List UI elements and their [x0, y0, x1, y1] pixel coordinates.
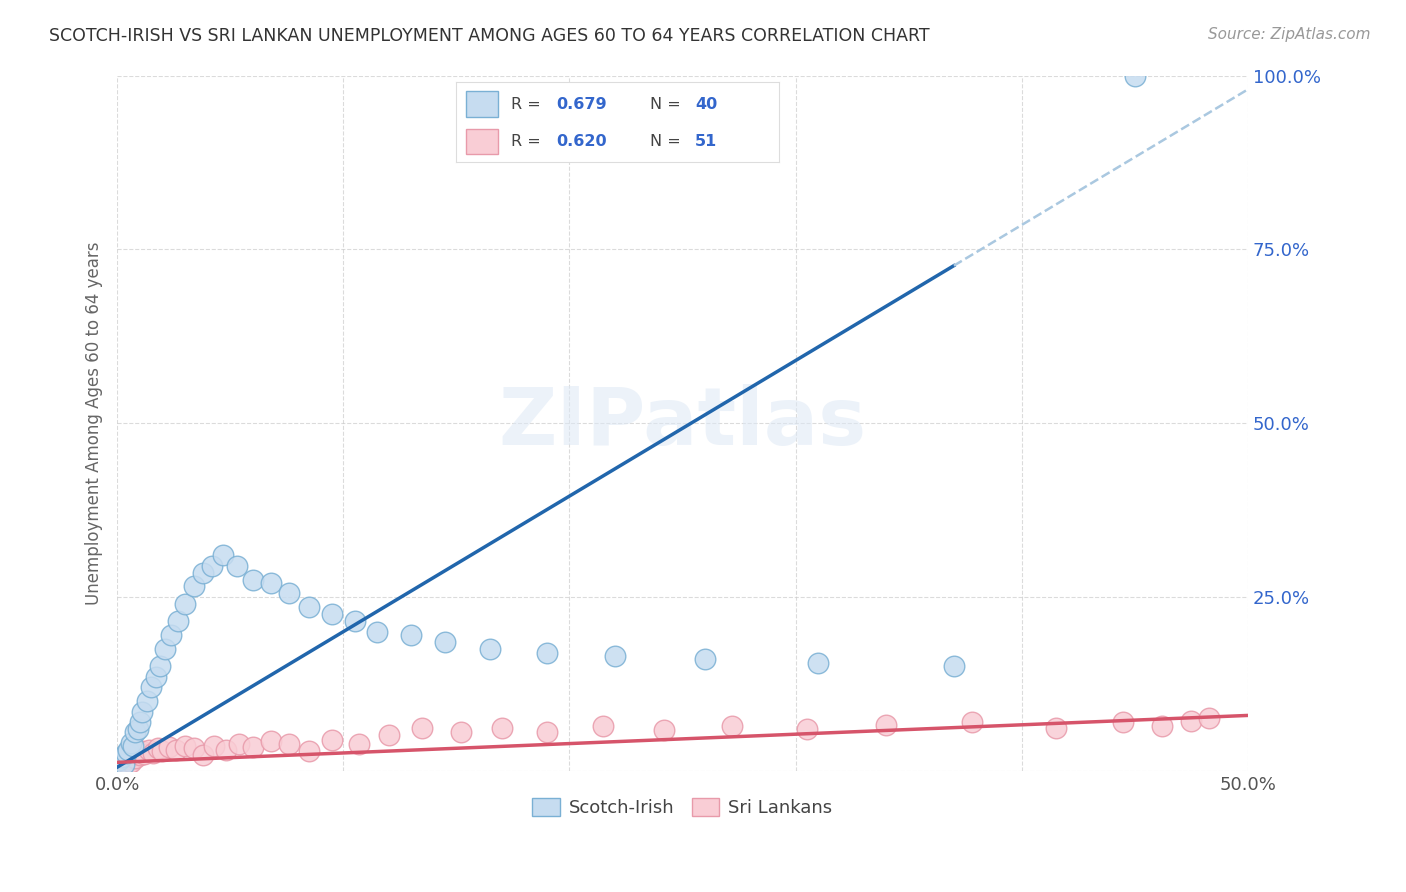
Text: SCOTCH-IRISH VS SRI LANKAN UNEMPLOYMENT AMONG AGES 60 TO 64 YEARS CORRELATION CH: SCOTCH-IRISH VS SRI LANKAN UNEMPLOYMENT …: [49, 27, 929, 45]
Point: [1150, 719, 1173, 733]
Point: [343, 614, 366, 628]
Point: [152, 744, 174, 758]
Point: [479, 642, 502, 657]
Point: [215, 743, 238, 757]
Point: [108, 758, 131, 772]
Point: [157, 740, 180, 755]
Point: [298, 600, 321, 615]
Point: [603, 648, 626, 663]
Point: [242, 573, 264, 587]
Point: [278, 737, 301, 751]
Point: [226, 558, 249, 573]
Point: [347, 737, 370, 751]
Point: [139, 680, 162, 694]
Point: [960, 714, 983, 729]
Point: [796, 722, 818, 736]
Point: [260, 734, 283, 748]
Point: [228, 737, 250, 751]
Point: [124, 751, 146, 765]
Point: [434, 635, 457, 649]
Point: [149, 659, 172, 673]
Point: [204, 739, 226, 753]
Point: [450, 724, 472, 739]
Point: [146, 741, 169, 756]
Point: [298, 744, 321, 758]
Point: [167, 614, 190, 628]
Point: [366, 624, 388, 639]
Point: [115, 749, 138, 764]
Point: [536, 724, 558, 739]
Point: [153, 642, 176, 657]
Point: [138, 743, 160, 757]
Point: [115, 756, 138, 770]
Point: [117, 752, 139, 766]
Point: [115, 747, 138, 761]
Point: [875, 718, 897, 732]
Point: [536, 646, 558, 660]
Point: [242, 740, 264, 755]
Point: [201, 558, 224, 573]
Point: [1045, 721, 1067, 735]
Point: [191, 748, 214, 763]
Point: [321, 607, 343, 622]
Point: [127, 746, 149, 760]
Text: Source: ZipAtlas.com: Source: ZipAtlas.com: [1208, 27, 1371, 42]
Point: [1123, 69, 1146, 83]
Point: [112, 753, 135, 767]
Point: [127, 722, 149, 736]
Point: [145, 670, 167, 684]
Point: [592, 719, 614, 733]
Point: [278, 586, 301, 600]
Point: [128, 714, 150, 729]
Point: [654, 723, 676, 738]
Point: [120, 755, 142, 769]
Point: [191, 566, 214, 580]
Point: [1180, 714, 1202, 728]
Point: [174, 739, 197, 753]
Point: [212, 548, 235, 562]
Point: [128, 748, 150, 763]
Point: [134, 747, 156, 761]
Point: [142, 746, 165, 760]
Point: [411, 721, 433, 735]
Point: [377, 727, 399, 741]
Point: [117, 757, 139, 772]
Point: [321, 733, 343, 747]
Point: [117, 743, 139, 757]
Point: [807, 656, 830, 670]
Point: [491, 721, 513, 735]
Point: [135, 694, 157, 708]
Point: [111, 756, 134, 771]
Text: ZIPatlas: ZIPatlas: [498, 384, 866, 462]
Point: [165, 743, 187, 757]
Point: [695, 652, 717, 666]
Legend: Scotch-Irish, Sri Lankans: Scotch-Irish, Sri Lankans: [526, 790, 839, 824]
Point: [108, 753, 131, 767]
Point: [122, 748, 145, 763]
Point: [120, 736, 142, 750]
Point: [112, 756, 135, 771]
Point: [124, 725, 146, 739]
Y-axis label: Unemployment Among Ages 60 to 64 years: Unemployment Among Ages 60 to 64 years: [86, 242, 103, 605]
Point: [112, 758, 135, 772]
Point: [260, 576, 283, 591]
Point: [183, 579, 205, 593]
Point: [942, 659, 965, 673]
Point: [108, 756, 131, 770]
Point: [111, 749, 134, 764]
Point: [160, 628, 183, 642]
Point: [183, 741, 205, 756]
Point: [111, 751, 134, 765]
Point: [131, 705, 153, 719]
Point: [399, 628, 422, 642]
Point: [174, 597, 197, 611]
Point: [131, 744, 153, 758]
Point: [122, 739, 145, 754]
Point: [1198, 711, 1220, 725]
Point: [721, 719, 744, 733]
Point: [1112, 714, 1135, 729]
